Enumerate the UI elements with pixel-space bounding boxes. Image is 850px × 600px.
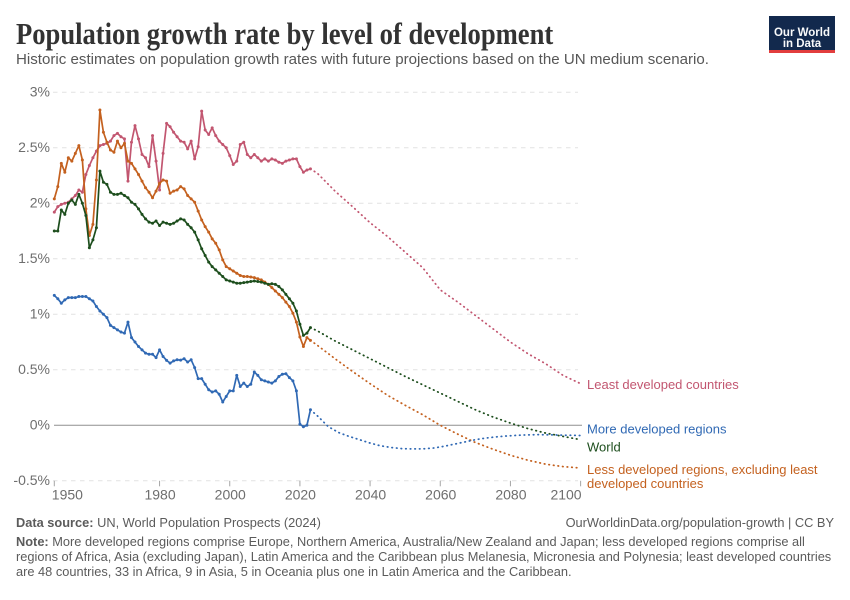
svg-text:2040: 2040 [355, 487, 386, 503]
svg-text:2.5%: 2.5% [18, 139, 50, 155]
svg-text:World: World [587, 440, 621, 455]
svg-text:1.5%: 1.5% [18, 250, 50, 266]
svg-text:-0.5%: -0.5% [13, 472, 50, 488]
svg-text:More developed regions: More developed regions [587, 422, 727, 437]
svg-text:3%: 3% [30, 84, 50, 100]
svg-text:0.5%: 0.5% [18, 361, 50, 377]
svg-text:2080: 2080 [495, 487, 526, 503]
svg-text:developed countries: developed countries [587, 476, 704, 491]
svg-text:2020: 2020 [285, 487, 316, 503]
svg-text:2060: 2060 [425, 487, 456, 503]
svg-text:2100: 2100 [550, 487, 581, 503]
svg-text:Less developed regions, exclud: Less developed regions, excluding least [587, 462, 818, 477]
svg-text:1980: 1980 [144, 487, 175, 503]
svg-text:2000: 2000 [215, 487, 246, 503]
svg-text:1%: 1% [30, 306, 50, 322]
svg-text:2%: 2% [30, 195, 50, 211]
svg-text:1950: 1950 [52, 487, 83, 503]
svg-text:0%: 0% [30, 417, 50, 433]
svg-text:Least developed countries: Least developed countries [587, 377, 739, 392]
